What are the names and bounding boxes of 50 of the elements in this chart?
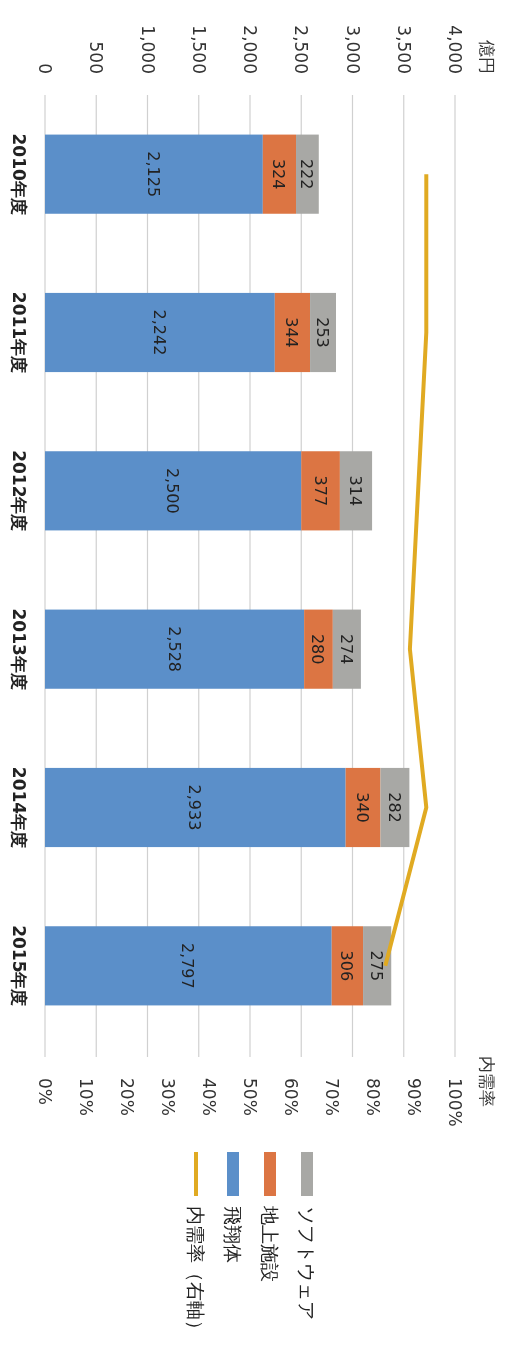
x-tick-label: 2,500 xyxy=(291,25,312,74)
x2-tick-label: 100% xyxy=(445,1078,465,1127)
data-label: 2,528 xyxy=(164,626,184,673)
x-tick-label: 500 xyxy=(86,41,107,74)
x2-tick-label: 0% xyxy=(35,1078,55,1105)
data-label: 314 xyxy=(345,475,365,507)
x2-tick-label: 90% xyxy=(404,1078,424,1116)
x-tick-label: 3,500 xyxy=(393,25,414,74)
data-label: 2,797 xyxy=(178,942,198,989)
x2-tick-label: 70% xyxy=(322,1078,342,1116)
data-label: 280 xyxy=(308,633,328,665)
x2-tick-label: 50% xyxy=(240,1078,260,1116)
y-tick-label: 2013年度 xyxy=(9,608,29,690)
y-tick-label: 2010年度 xyxy=(9,133,29,215)
x2-tick-label: 60% xyxy=(281,1078,301,1116)
data-label: 2,933 xyxy=(185,784,205,831)
x-tick-label: 4,000 xyxy=(445,25,465,74)
x2-axis-title: 内需率 xyxy=(477,1056,497,1107)
y-tick-label: 2014年度 xyxy=(9,766,29,849)
y-tick-label: 2012年度 xyxy=(9,450,29,532)
x2-tick-label: 40% xyxy=(199,1078,219,1116)
x-tick-label: 0 xyxy=(35,63,55,74)
text: 億円 xyxy=(477,40,497,74)
data-label: 340 xyxy=(353,792,373,823)
legend-label: ソフトウェア xyxy=(296,1206,318,1320)
data-label: 222 xyxy=(297,158,317,190)
x2-tick-label: 10% xyxy=(76,1078,96,1116)
x-tick-label: 3,000 xyxy=(342,25,363,74)
data-label: 324 xyxy=(269,158,289,190)
data-label: 377 xyxy=(310,475,330,507)
y-tick-label: 2011年度 xyxy=(9,291,29,374)
x2-tick-label: 80% xyxy=(363,1078,383,1116)
y-tick-label: 2015年度 xyxy=(9,925,29,1007)
data-label: 2,500 xyxy=(163,467,183,514)
legend-label: 地上施設 xyxy=(259,1205,281,1282)
data-label: 253 xyxy=(313,317,333,348)
data-label: 282 xyxy=(384,792,404,823)
x2-tick-label: 30% xyxy=(158,1078,178,1116)
x2-tick-label: 20% xyxy=(117,1078,137,1116)
legend-label: 内需率（右軸） xyxy=(185,1206,207,1339)
x-tick-label: 1,000 xyxy=(137,25,158,74)
data-label: 306 xyxy=(337,950,357,982)
x-tick-label: 2,000 xyxy=(240,25,260,74)
data-label: 2,242 xyxy=(149,309,169,356)
data-label: 274 xyxy=(336,633,356,665)
data-label: 344 xyxy=(282,317,302,348)
data-label: 275 xyxy=(367,950,387,982)
x-tick-label: 1,500 xyxy=(188,25,209,74)
legend-label: 飛翔体 xyxy=(222,1206,244,1263)
data-label: 2,125 xyxy=(143,151,163,198)
